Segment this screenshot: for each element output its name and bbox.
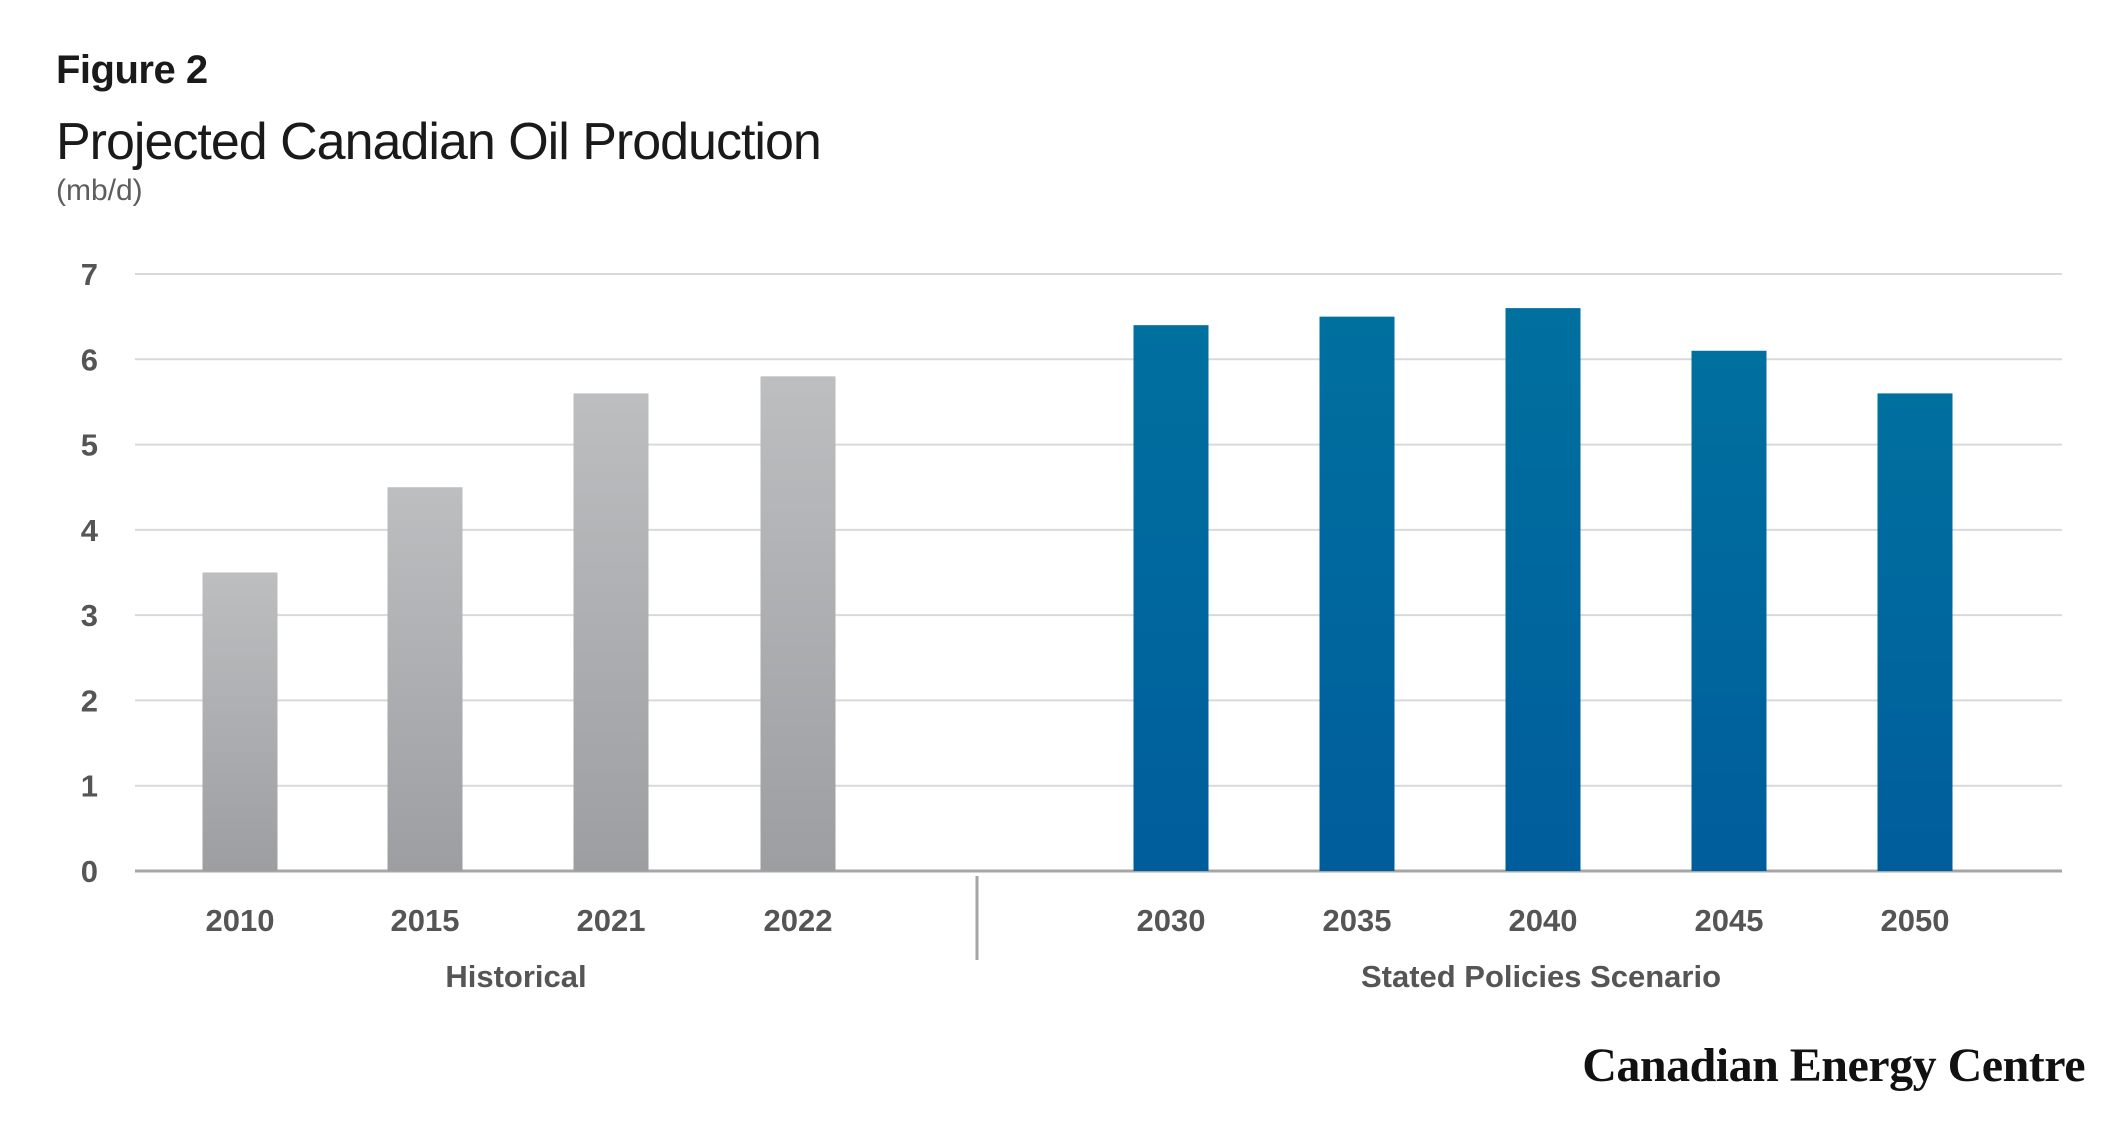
x-tick-label: 2022 [764, 903, 833, 938]
bar-2040 [1505, 308, 1581, 872]
y-tick-label: 5 [81, 428, 98, 463]
chart-title: Projected Canadian Oil Production [56, 113, 822, 171]
x-tick-label: 2021 [577, 903, 646, 938]
x-tick-label: 2040 [1509, 903, 1578, 938]
bar-2030 [1133, 325, 1209, 872]
y-tick-label: 6 [81, 342, 98, 377]
bar-2035 [1319, 316, 1395, 872]
group-label: Stated Policies Scenario [1361, 959, 1721, 994]
group-labels: Historical Stated Policies Scenario [445, 959, 1721, 994]
group-label: Historical [445, 959, 586, 994]
bar-2050 [1877, 393, 1953, 871]
x-axis-tick-labels: 2010 2015 2021 2022 2030 2035 2040 2045 2050 [206, 903, 1950, 938]
figure-label: Figure 2 [56, 48, 208, 92]
bar-2015 [387, 487, 463, 871]
chart-unit-subtitle: (mb/d) [56, 174, 143, 207]
bars [202, 308, 1953, 872]
canadian-energy-centre-logo: Canadian Energy Centre [1582, 1039, 2085, 1092]
x-tick-label: 2010 [206, 903, 275, 938]
y-axis-tick-labels: 0 1 2 3 4 5 6 7 [81, 257, 99, 889]
x-tick-label: 2015 [391, 903, 460, 938]
y-tick-label: 3 [81, 598, 98, 633]
y-tick-label: 0 [81, 854, 98, 889]
x-tick-label: 2030 [1137, 903, 1206, 938]
y-tick-label: 7 [81, 257, 98, 292]
x-tick-label: 2035 [1323, 903, 1392, 938]
x-tick-label: 2050 [1881, 903, 1950, 938]
bar-2045 [1691, 350, 1767, 871]
bar-2010 [202, 572, 278, 871]
y-tick-label: 1 [81, 769, 98, 804]
x-tick-label: 2045 [1695, 903, 1764, 938]
bar-2022 [760, 376, 836, 871]
bar-2021 [573, 393, 649, 871]
y-tick-label: 2 [81, 683, 98, 718]
y-tick-label: 4 [81, 513, 99, 548]
